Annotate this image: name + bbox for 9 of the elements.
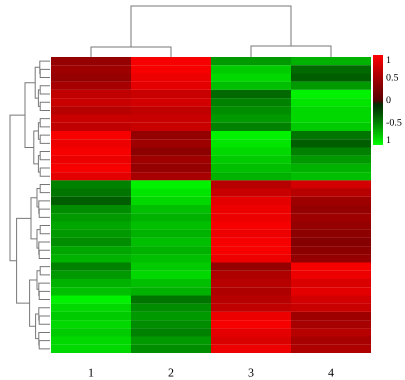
color-bar-label: -0.5 — [386, 118, 402, 128]
color-bar-label: 0 — [386, 95, 391, 106]
x-tick-label: 3 — [248, 366, 254, 380]
x-tick-label: 4 — [328, 366, 334, 380]
color-bar-label: 1 — [386, 135, 391, 146]
x-tick-label: 1 — [88, 366, 94, 380]
x-tick-label: 2 — [168, 366, 174, 380]
color-bar-label: 0.5 — [386, 72, 398, 84]
color-bar-label: 1 — [386, 55, 391, 66]
